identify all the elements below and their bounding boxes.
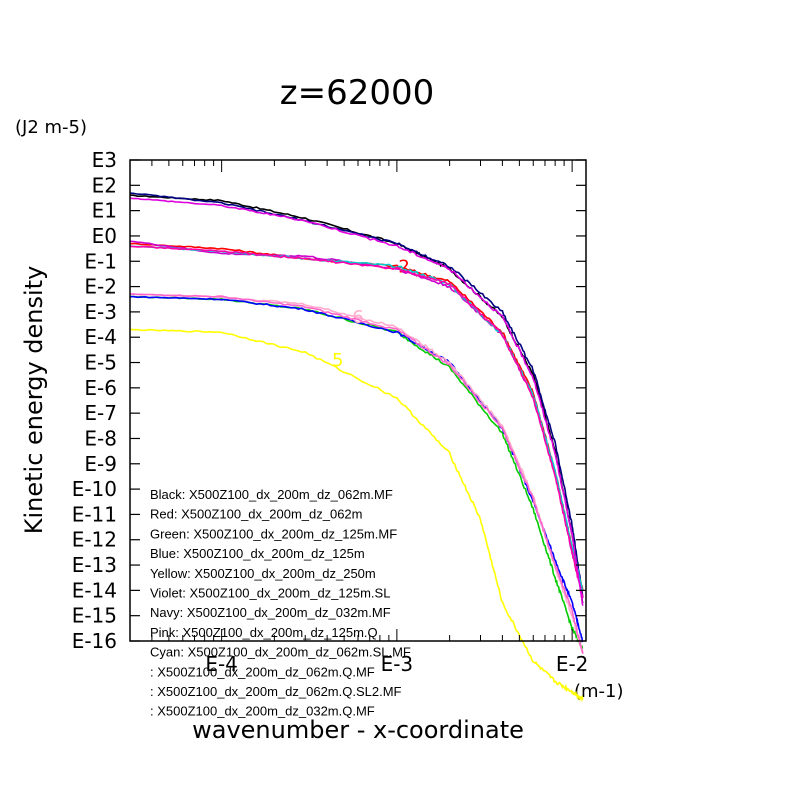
- series-marker-label: 6: [352, 307, 363, 328]
- y-tick-label: E-11: [72, 502, 117, 526]
- x-axis-label: wavenumber - x-coordinate: [192, 716, 524, 744]
- series-line: [129, 197, 584, 606]
- y-tick-label: E1: [92, 199, 117, 223]
- y-tick-label: E-4: [84, 325, 117, 349]
- series-marker-label: 5: [332, 350, 343, 371]
- series-line: [129, 293, 584, 654]
- series-line: [129, 245, 584, 599]
- y-tick-label: E3: [92, 148, 117, 172]
- y-tick-label: E-12: [72, 528, 117, 552]
- y-units-label: (J2 m-5): [15, 117, 87, 138]
- x-tick-label: E-3: [381, 652, 414, 676]
- x-tick-label: E-4: [205, 652, 238, 676]
- series-line: [129, 293, 584, 654]
- legend-entry: Violet: X500Z100_dx_200m_dz_125m.SL: [150, 586, 390, 601]
- series-line: [129, 192, 584, 599]
- legend-entry: Yellow: X500Z100_dx_200m_dz_250m: [150, 566, 376, 581]
- y-tick-label: E-9: [84, 452, 117, 476]
- ticks-layer: E3E2E1E0E-1E-2E-3E-4E-5E-6E-7E-8E-9E-10E…: [72, 148, 589, 676]
- y-tick-label: E-6: [84, 376, 117, 400]
- y-tick-label: E-14: [72, 578, 117, 602]
- series-line: [129, 194, 584, 604]
- y-tick-label: E-1: [84, 249, 117, 273]
- chart-title: z=62000: [280, 73, 435, 113]
- legend: Black: X500Z100_dx_200m_dz_062m.MF Red: X…: [150, 487, 411, 719]
- legend-entry: Navy: X500Z100_dx_200m_dz_032m.MF: [150, 605, 391, 620]
- legend-entry: Red: X500Z100_dx_200m_dz_062m: [150, 507, 362, 522]
- legend-entry: Blue: X500Z100_dx_200m_dz_125m: [150, 546, 365, 561]
- y-tick-label: E-15: [72, 604, 117, 628]
- y-tick-label: E-10: [72, 477, 117, 501]
- legend-entry: Green: X500Z100_dx_200m_dz_125m.MF: [150, 526, 397, 541]
- legend-entry: Black: X500Z100_dx_200m_dz_062m.MF: [150, 487, 393, 502]
- y-tick-label: E0: [92, 224, 117, 248]
- series-layer: 2 5 6: [129, 192, 584, 703]
- y-axis-label: Kinetic energy density: [20, 266, 48, 535]
- legend-entry: : X500Z100_dx_200m_dz_062m.Q.SL2.MF: [150, 684, 402, 699]
- series-line: [129, 328, 584, 703]
- x-units-label: (m-1): [574, 681, 624, 702]
- legend-entry: : X500Z100_dx_200m_dz_032m.Q.MF: [150, 704, 375, 719]
- y-tick-label: E-13: [72, 553, 117, 577]
- legend-entry: Cyan: X500Z100_dx_200m_dz_062m.SL.MF: [150, 645, 411, 660]
- legend-entry: Pink: X500Z100_dx_200m_dz_125m.Q: [150, 625, 378, 640]
- y-tick-label: E-8: [84, 426, 117, 450]
- y-tick-label: E2: [92, 173, 117, 197]
- y-tick-label: E-5: [84, 351, 117, 375]
- y-tick-label: E-2: [84, 275, 117, 299]
- legend-entry: : X500Z100_dx_200m_dz_062m.Q.MF: [150, 664, 375, 679]
- y-tick-label: E-16: [72, 629, 117, 653]
- y-tick-label: E-7: [84, 401, 117, 425]
- series-line: [129, 240, 584, 599]
- x-tick-label: E-2: [556, 652, 589, 676]
- y-tick-label: E-3: [84, 300, 117, 324]
- series-marker-label: 2: [398, 256, 409, 277]
